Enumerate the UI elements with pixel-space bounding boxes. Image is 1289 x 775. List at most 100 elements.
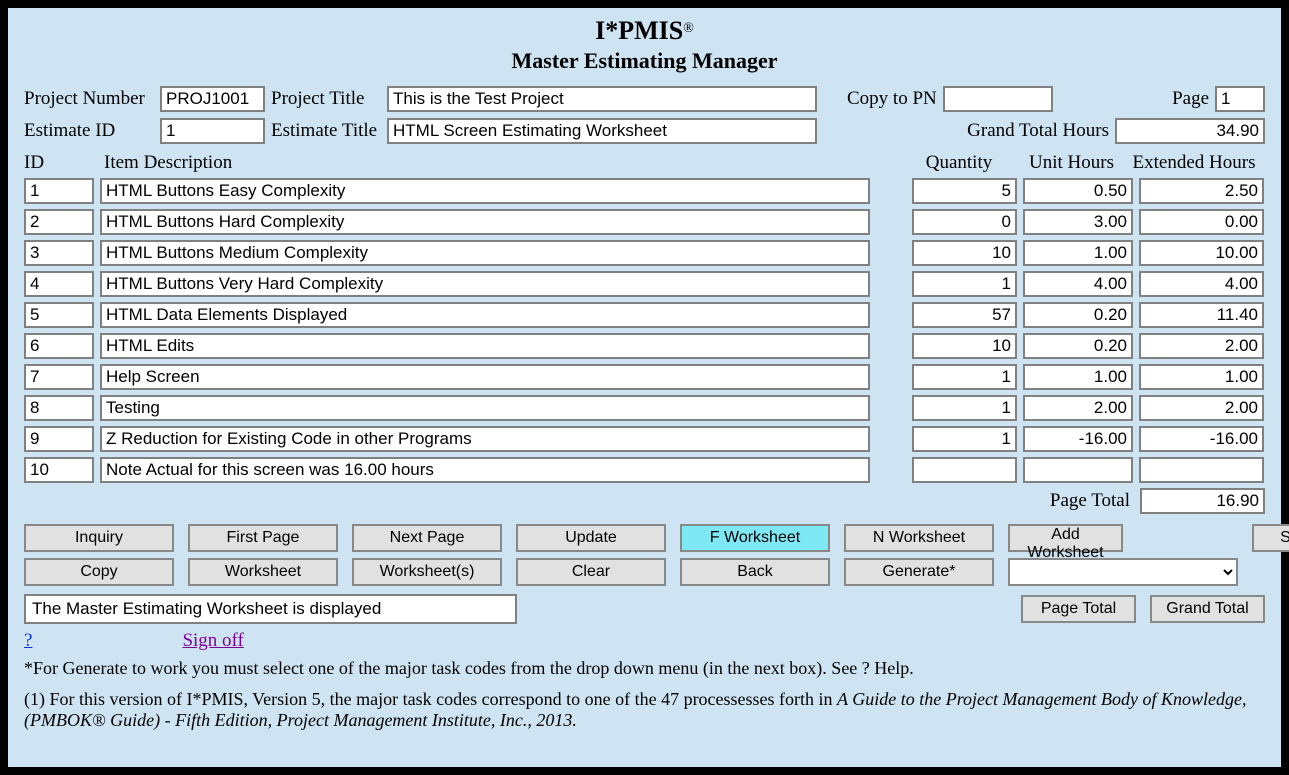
- inquiry-button[interactable]: Inquiry: [24, 524, 174, 552]
- table-row: [24, 302, 1265, 328]
- rows-container: [24, 178, 1265, 483]
- sort-list-button[interactable]: Sort List: [1252, 524, 1289, 552]
- table-row: [24, 457, 1265, 483]
- update-button[interactable]: Update: [516, 524, 666, 552]
- page-total-label: Page Total: [1050, 490, 1130, 512]
- help-link[interactable]: ?: [24, 630, 32, 652]
- table-row: [24, 271, 1265, 297]
- subtitle: Master Estimating Manager: [24, 48, 1265, 74]
- row-unit-input[interactable]: [1023, 395, 1133, 421]
- row-qty-input[interactable]: [912, 302, 1017, 328]
- app-frame: I*PMIS® Master Estimating Manager Projec…: [8, 8, 1281, 767]
- status-message: [24, 594, 517, 624]
- row-qty-input[interactable]: [912, 178, 1017, 204]
- row-qty-input[interactable]: [912, 333, 1017, 359]
- row-id-input[interactable]: [24, 271, 94, 297]
- task-code-select[interactable]: [1008, 558, 1238, 586]
- project-number-input[interactable]: [160, 86, 265, 112]
- page-total-button[interactable]: Page Total: [1021, 595, 1136, 623]
- clear-button[interactable]: Clear: [516, 558, 666, 586]
- row-qty-input[interactable]: [912, 364, 1017, 390]
- page-input[interactable]: [1215, 86, 1265, 112]
- row-id-input[interactable]: [24, 457, 94, 483]
- table-row: [24, 209, 1265, 235]
- row-unit-input[interactable]: [1023, 426, 1133, 452]
- row-desc-input[interactable]: [100, 426, 870, 452]
- row-unit-input[interactable]: [1023, 302, 1133, 328]
- add-worksheet-button[interactable]: Add Worksheet: [1008, 524, 1123, 552]
- next-page-button[interactable]: Next Page: [352, 524, 502, 552]
- row-id-input[interactable]: [24, 178, 94, 204]
- row-unit-input[interactable]: [1023, 364, 1133, 390]
- row-qty-input[interactable]: [912, 271, 1017, 297]
- row-desc-input[interactable]: [100, 178, 870, 204]
- f-worksheet-button[interactable]: F Worksheet: [680, 524, 830, 552]
- estimate-title-input[interactable]: [387, 118, 817, 144]
- row-ext-input: [1139, 209, 1264, 235]
- row-desc-input[interactable]: [100, 302, 870, 328]
- row-qty-input[interactable]: [912, 240, 1017, 266]
- row-unit-input[interactable]: [1023, 240, 1133, 266]
- row-qty-input[interactable]: [912, 426, 1017, 452]
- estimate-title-label: Estimate Title: [271, 120, 381, 142]
- table-row: [24, 426, 1265, 452]
- row-unit-input[interactable]: [1023, 209, 1133, 235]
- row-desc-input[interactable]: [100, 457, 870, 483]
- n-worksheet-button[interactable]: N Worksheet: [844, 524, 994, 552]
- row-id-input[interactable]: [24, 364, 94, 390]
- worksheets-button[interactable]: Worksheet(s): [352, 558, 502, 586]
- grand-total-hours-label: Grand Total Hours: [967, 120, 1109, 142]
- copy-button[interactable]: Copy: [24, 558, 174, 586]
- copy-to-pn-input[interactable]: [943, 86, 1053, 112]
- back-button[interactable]: Back: [680, 558, 830, 586]
- header: I*PMIS® Master Estimating Manager: [24, 16, 1265, 74]
- row-desc-input[interactable]: [100, 271, 870, 297]
- th-desc: Item Description: [104, 152, 874, 174]
- table-row: [24, 178, 1265, 204]
- table-header-row: ID Item Description Quantity Unit Hours …: [24, 152, 1265, 174]
- row-desc-input[interactable]: [100, 395, 870, 421]
- project-number-label: Project Number: [24, 88, 154, 110]
- worksheet-button[interactable]: Worksheet: [188, 558, 338, 586]
- grand-total-button[interactable]: Grand Total: [1150, 595, 1265, 623]
- row-desc-input[interactable]: [100, 209, 870, 235]
- generate-button[interactable]: Generate*: [844, 558, 994, 586]
- th-ext: Extended Hours: [1129, 152, 1259, 174]
- page-total-value: [1140, 488, 1265, 514]
- row-ext-input: [1139, 395, 1264, 421]
- row-id-input[interactable]: [24, 302, 94, 328]
- row-ext-input: [1139, 240, 1264, 266]
- row-id-input[interactable]: [24, 395, 94, 421]
- generate-footnote: *For Generate to work you must select on…: [24, 658, 1265, 679]
- row-unit-input[interactable]: [1023, 457, 1133, 483]
- row-qty-input[interactable]: [912, 395, 1017, 421]
- th-id: ID: [24, 152, 104, 174]
- row-ext-input: [1139, 302, 1264, 328]
- table-row: [24, 395, 1265, 421]
- signoff-link[interactable]: Sign off: [182, 630, 243, 652]
- row-unit-input[interactable]: [1023, 271, 1133, 297]
- reference-prefix: (1) For this version of I*PMIS, Version …: [24, 689, 837, 709]
- registered-mark: ®: [683, 21, 694, 36]
- row-qty-input[interactable]: [912, 209, 1017, 235]
- project-title-input[interactable]: [387, 86, 817, 112]
- row-desc-input[interactable]: [100, 333, 870, 359]
- row-id-input[interactable]: [24, 426, 94, 452]
- row-unit-input[interactable]: [1023, 333, 1133, 359]
- th-qty: Quantity: [904, 152, 1014, 174]
- reference-text: (1) For this version of I*PMIS, Version …: [24, 689, 1265, 731]
- row-desc-input[interactable]: [100, 364, 870, 390]
- row-id-input[interactable]: [24, 333, 94, 359]
- row-qty-input[interactable]: [912, 457, 1017, 483]
- estimate-id-input[interactable]: [160, 118, 265, 144]
- page-label: Page: [1172, 88, 1209, 110]
- copy-to-pn-label: Copy to PN: [847, 88, 937, 110]
- row-id-input[interactable]: [24, 209, 94, 235]
- first-page-button[interactable]: First Page: [188, 524, 338, 552]
- grand-total-hours-input: [1115, 118, 1265, 144]
- table-row: [24, 333, 1265, 359]
- row-desc-input[interactable]: [100, 240, 870, 266]
- row-unit-input[interactable]: [1023, 178, 1133, 204]
- project-title-label: Project Title: [271, 88, 381, 110]
- row-id-input[interactable]: [24, 240, 94, 266]
